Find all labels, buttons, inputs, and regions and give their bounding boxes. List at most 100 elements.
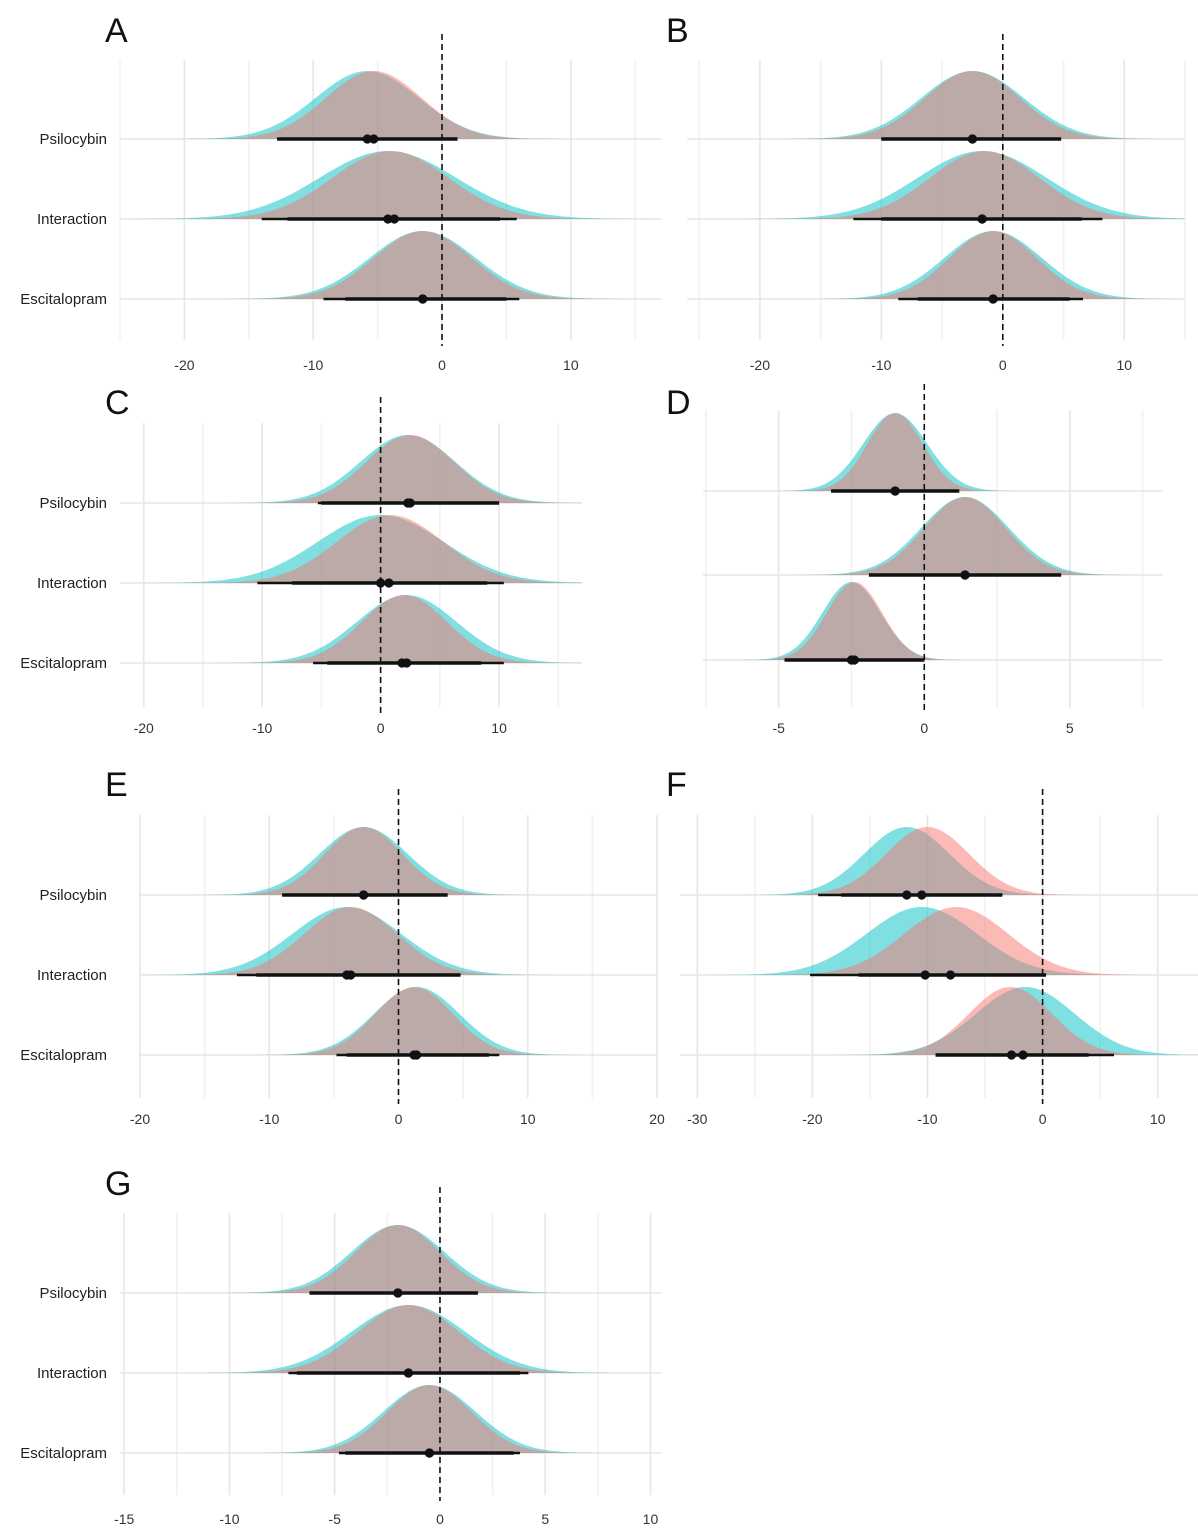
point-estimate-red bbox=[418, 294, 428, 304]
row-label: Interaction bbox=[37, 967, 107, 984]
panel-letter: A bbox=[105, 12, 128, 50]
row-psilocybin bbox=[120, 1225, 661, 1298]
row-psilocybin bbox=[680, 827, 1198, 900]
x-tick-label: 10 bbox=[491, 720, 507, 736]
panel-letter: C bbox=[105, 384, 130, 422]
point-estimate-red bbox=[977, 214, 987, 224]
x-tick-label: 10 bbox=[643, 1511, 659, 1527]
row-escitalopram bbox=[120, 1385, 661, 1458]
x-tick-label: -20 bbox=[174, 357, 194, 373]
x-tick-label: -20 bbox=[130, 1111, 150, 1127]
density-red bbox=[687, 71, 1185, 139]
row-psilocybin bbox=[120, 435, 582, 508]
x-tick-label: 0 bbox=[920, 720, 928, 736]
density-red bbox=[120, 1305, 661, 1373]
panel-d: -5 0 5 D bbox=[666, 384, 1163, 736]
point-estimate-red bbox=[409, 1050, 419, 1060]
point-estimate-red bbox=[359, 890, 369, 900]
x-tick-label: 10 bbox=[1150, 1111, 1166, 1127]
x-tick-label: -10 bbox=[259, 1111, 279, 1127]
point-estimate-red bbox=[1006, 1050, 1017, 1060]
x-tick-label: -10 bbox=[303, 357, 323, 373]
point-estimate-red bbox=[369, 134, 379, 144]
density-red bbox=[120, 71, 661, 139]
row-escitalopram bbox=[703, 582, 1163, 665]
panel-letter: E bbox=[105, 766, 128, 804]
density-red bbox=[120, 1385, 661, 1453]
x-tick-label: -5 bbox=[772, 720, 785, 736]
x-tick-label: 10 bbox=[520, 1111, 536, 1127]
panel-letter: B bbox=[666, 12, 689, 50]
row-escitalopram bbox=[120, 595, 582, 668]
panel-e: Psilocybin Interaction Escitalopram -20 -10 0… bbox=[20, 766, 665, 1127]
density-red bbox=[680, 987, 1198, 1055]
x-tick-label: 0 bbox=[438, 357, 446, 373]
point-estimate-red bbox=[849, 655, 859, 665]
panel-letter: D bbox=[666, 384, 691, 422]
panel-letter: F bbox=[666, 766, 687, 804]
x-tick-label: -10 bbox=[252, 720, 272, 736]
density-red bbox=[120, 515, 582, 583]
panel-a: Psilocybin Interaction Escitalopram -20 -10 0… bbox=[20, 12, 661, 373]
x-tick-label: 0 bbox=[1039, 1111, 1047, 1127]
x-tick-label: 20 bbox=[649, 1111, 665, 1127]
density-red bbox=[680, 827, 1198, 895]
point-estimate-teal bbox=[920, 970, 930, 980]
x-tick-label: -10 bbox=[871, 357, 891, 373]
density-red bbox=[120, 595, 582, 663]
x-tick-label: 5 bbox=[541, 1511, 549, 1527]
x-tick-label: 0 bbox=[436, 1511, 444, 1527]
row-escitalopram bbox=[120, 231, 661, 304]
row-label: Escitalopram bbox=[20, 291, 107, 308]
x-tick-label: -20 bbox=[802, 1111, 822, 1127]
row-label: Psilocybin bbox=[39, 131, 107, 148]
row-psilocybin bbox=[703, 413, 1163, 496]
point-estimate-red bbox=[402, 658, 412, 668]
point-estimate-red bbox=[389, 214, 399, 224]
row-escitalopram bbox=[687, 231, 1185, 304]
point-estimate-red bbox=[424, 1448, 435, 1458]
panel-letter: G bbox=[105, 1165, 131, 1203]
row-interaction bbox=[120, 151, 661, 224]
panel-b: -20 -10 0 10 B bbox=[666, 12, 1186, 373]
density-red bbox=[703, 413, 1163, 491]
point-estimate-red bbox=[988, 294, 998, 304]
row-label: Psilocybin bbox=[39, 1285, 107, 1302]
x-tick-label: 5 bbox=[1066, 720, 1074, 736]
row-interaction bbox=[120, 515, 582, 588]
x-tick-label: -30 bbox=[687, 1111, 707, 1127]
x-tick-label: -5 bbox=[328, 1511, 341, 1527]
point-estimate-red bbox=[945, 970, 956, 980]
point-estimate-red bbox=[405, 498, 415, 508]
density-teal bbox=[703, 582, 1163, 660]
row-interaction bbox=[680, 907, 1198, 980]
point-estimate-red bbox=[346, 970, 356, 980]
row-psilocybin bbox=[687, 71, 1185, 144]
row-label: Escitalopram bbox=[20, 1047, 107, 1064]
row-label: Psilocybin bbox=[39, 887, 107, 904]
row-label: Interaction bbox=[37, 575, 107, 592]
row-label: Escitalopram bbox=[20, 1445, 107, 1462]
point-estimate-red bbox=[393, 1288, 403, 1298]
x-tick-label: 0 bbox=[999, 357, 1007, 373]
point-estimate-red bbox=[403, 1368, 413, 1378]
x-tick-label: -20 bbox=[750, 357, 770, 373]
point-estimate-teal bbox=[1018, 1050, 1028, 1060]
density-red bbox=[120, 1225, 661, 1293]
density-red bbox=[680, 907, 1198, 975]
row-escitalopram bbox=[680, 987, 1198, 1060]
point-estimate-teal bbox=[383, 214, 393, 224]
density-red bbox=[703, 582, 1163, 660]
density-red bbox=[120, 231, 661, 299]
row-label: Interaction bbox=[37, 1365, 107, 1382]
row-label: Psilocybin bbox=[39, 495, 107, 512]
point-estimate-teal bbox=[362, 134, 372, 144]
x-tick-label: -10 bbox=[219, 1511, 239, 1527]
x-tick-label: 0 bbox=[377, 720, 385, 736]
density-red bbox=[120, 151, 661, 219]
row-interaction bbox=[120, 1305, 661, 1378]
row-interaction bbox=[703, 497, 1163, 580]
point-estimate-red bbox=[384, 578, 394, 588]
density-red bbox=[687, 231, 1185, 299]
